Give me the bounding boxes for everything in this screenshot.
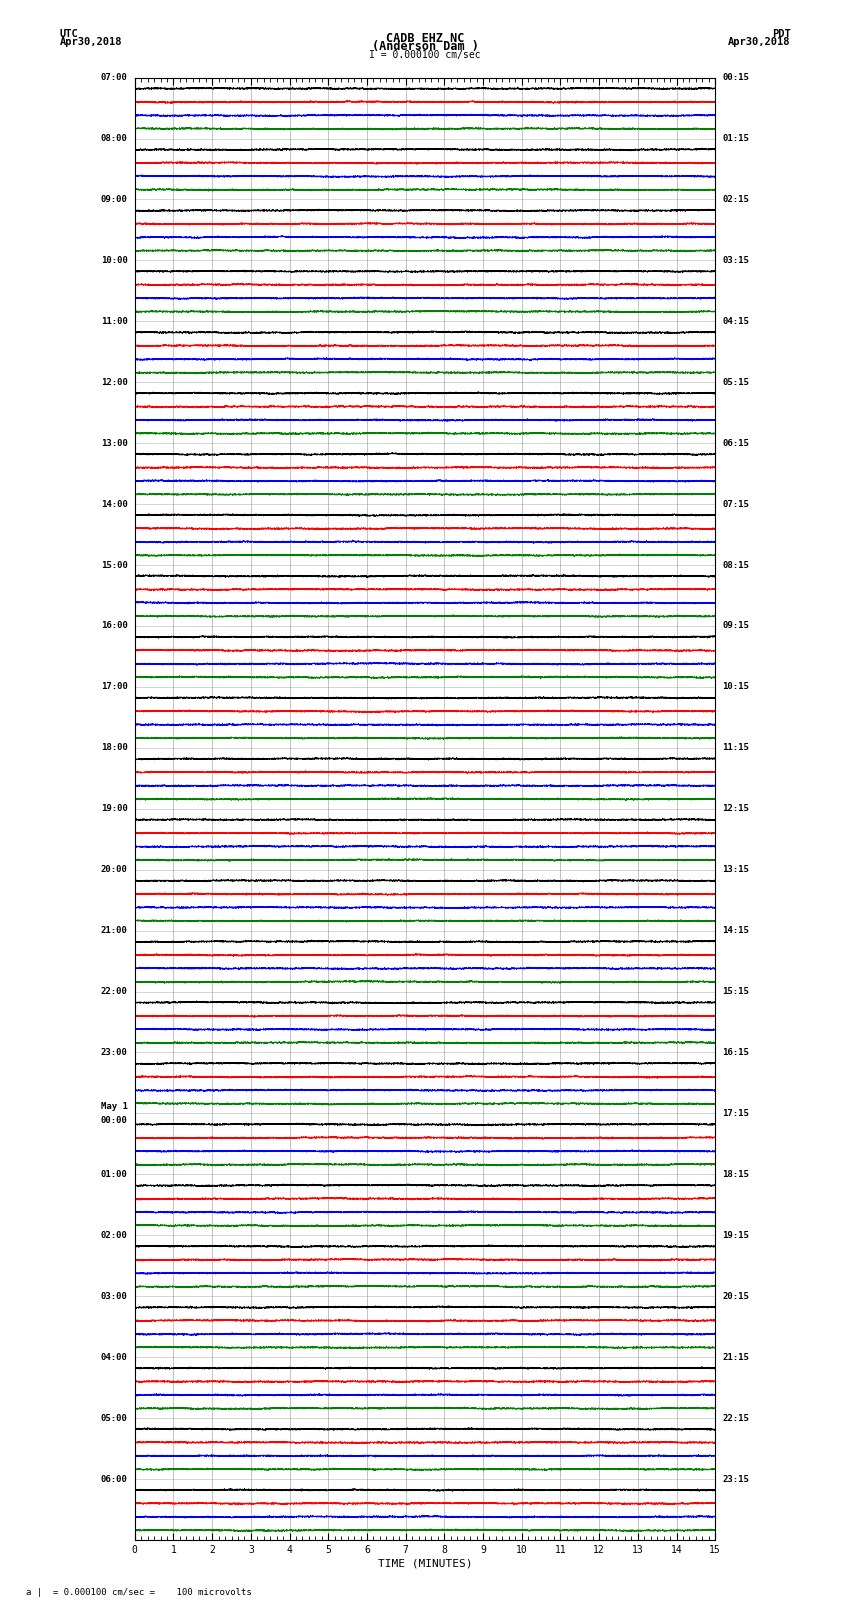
Text: 03:15: 03:15: [722, 256, 749, 265]
Text: 15:00: 15:00: [101, 561, 128, 569]
Text: 19:15: 19:15: [722, 1231, 749, 1240]
Text: 14:00: 14:00: [101, 500, 128, 508]
Text: 13:00: 13:00: [101, 439, 128, 448]
Text: 21:00: 21:00: [101, 926, 128, 936]
Text: 07:00: 07:00: [101, 73, 128, 82]
Text: 06:00: 06:00: [101, 1474, 128, 1484]
Text: 05:00: 05:00: [101, 1413, 128, 1423]
Text: 20:00: 20:00: [101, 865, 128, 874]
Text: 12:15: 12:15: [722, 805, 749, 813]
Text: 16:15: 16:15: [722, 1048, 749, 1057]
Text: 15:15: 15:15: [722, 987, 749, 997]
Text: 23:15: 23:15: [722, 1474, 749, 1484]
Text: 17:00: 17:00: [101, 682, 128, 692]
Text: 18:00: 18:00: [101, 744, 128, 752]
Text: 14:15: 14:15: [722, 926, 749, 936]
Text: 04:15: 04:15: [722, 316, 749, 326]
Text: 22:15: 22:15: [722, 1413, 749, 1423]
Text: CADB EHZ NC: CADB EHZ NC: [386, 32, 464, 45]
Text: 02:00: 02:00: [101, 1231, 128, 1240]
Text: 09:00: 09:00: [101, 195, 128, 203]
Text: 01:00: 01:00: [101, 1169, 128, 1179]
Text: 19:00: 19:00: [101, 805, 128, 813]
Text: Apr30,2018: Apr30,2018: [60, 37, 122, 47]
Text: 00:15: 00:15: [722, 73, 749, 82]
Text: 16:00: 16:00: [101, 621, 128, 631]
Text: May 1: May 1: [101, 1102, 128, 1111]
X-axis label: TIME (MINUTES): TIME (MINUTES): [377, 1560, 473, 1569]
Text: 17:15: 17:15: [722, 1108, 749, 1118]
Text: 13:15: 13:15: [722, 865, 749, 874]
Text: Apr30,2018: Apr30,2018: [728, 37, 791, 47]
Text: 10:00: 10:00: [101, 256, 128, 265]
Text: PDT: PDT: [772, 29, 791, 39]
Text: 07:15: 07:15: [722, 500, 749, 508]
Text: 08:15: 08:15: [722, 561, 749, 569]
Text: I = 0.000100 cm/sec: I = 0.000100 cm/sec: [369, 50, 481, 60]
Text: 08:00: 08:00: [101, 134, 128, 144]
Text: 10:15: 10:15: [722, 682, 749, 692]
Text: 23:00: 23:00: [101, 1048, 128, 1057]
Text: 20:15: 20:15: [722, 1292, 749, 1300]
Text: 05:15: 05:15: [722, 377, 749, 387]
Text: 06:15: 06:15: [722, 439, 749, 448]
Text: 09:15: 09:15: [722, 621, 749, 631]
Text: 04:00: 04:00: [101, 1353, 128, 1361]
Text: 11:15: 11:15: [722, 744, 749, 752]
Text: 00:00: 00:00: [101, 1116, 128, 1126]
Text: a |  = 0.000100 cm/sec =    100 microvolts: a | = 0.000100 cm/sec = 100 microvolts: [26, 1587, 252, 1597]
Text: 21:15: 21:15: [722, 1353, 749, 1361]
Text: 11:00: 11:00: [101, 316, 128, 326]
Text: UTC: UTC: [60, 29, 78, 39]
Text: 03:00: 03:00: [101, 1292, 128, 1300]
Text: 12:00: 12:00: [101, 377, 128, 387]
Text: 18:15: 18:15: [722, 1169, 749, 1179]
Text: 02:15: 02:15: [722, 195, 749, 203]
Text: 22:00: 22:00: [101, 987, 128, 997]
Text: 01:15: 01:15: [722, 134, 749, 144]
Text: (Anderson Dam ): (Anderson Dam ): [371, 40, 479, 53]
